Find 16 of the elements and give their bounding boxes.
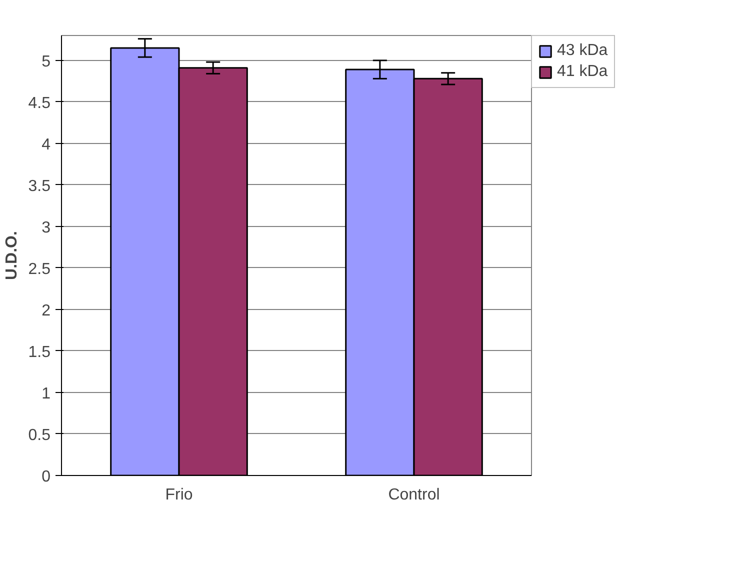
y-tick-label: 1.5	[28, 344, 51, 361]
y-tick-label: 4	[42, 136, 51, 154]
y-tick-label: 0	[42, 468, 51, 486]
legend-label: 43 kDa	[557, 42, 608, 60]
y-axis-title: U.D.O.	[3, 231, 20, 280]
y-tick-label: 2.5	[28, 260, 51, 278]
y-tick-label: 4.5	[28, 94, 51, 112]
y-tick-label: 3.5	[28, 178, 51, 195]
y-tick-label: 2	[42, 302, 51, 320]
y-tick-label: 0.5	[28, 426, 51, 444]
y-tick-label: 3	[42, 219, 51, 236]
x-tick-label: Frio	[165, 486, 193, 504]
y-tick-label: 1	[42, 385, 51, 402]
legend-label: 41 kDa	[557, 63, 608, 81]
y-tick-label: 5	[42, 53, 51, 70]
x-tick-label: Control	[388, 486, 440, 504]
